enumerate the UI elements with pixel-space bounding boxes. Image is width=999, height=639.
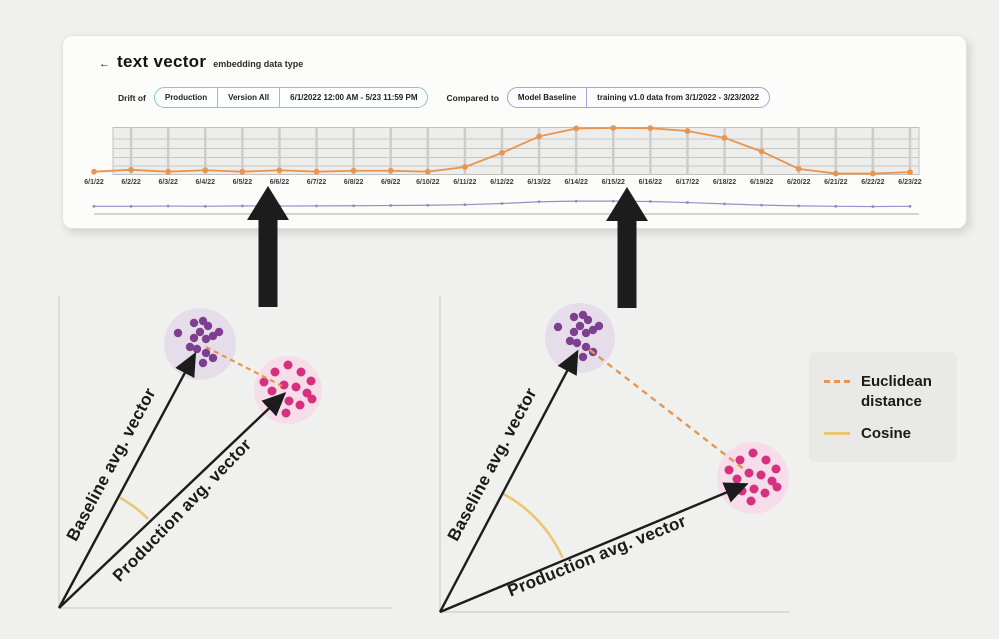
svg-text:6/19/22: 6/19/22 [750, 179, 773, 186]
filter-model-baseline[interactable]: Model Baseline [517, 93, 577, 102]
back-icon[interactable]: ← [99, 58, 110, 70]
svg-text:6/20/22: 6/20/22 [787, 179, 810, 186]
svg-text:6/12/22: 6/12/22 [490, 179, 513, 186]
svg-text:6/17/22: 6/17/22 [676, 179, 699, 186]
filter-production[interactable]: Production [164, 93, 208, 102]
filter-bar: Drift of Production Version All 6/1/2022… [118, 87, 771, 108]
axes-left [58, 296, 392, 609]
diagram-left: Baseline avg. vector Production avg. vec… [57, 296, 392, 609]
page-subtitle: embedding data type [213, 59, 304, 69]
baseline-vector-right [438, 349, 579, 613]
drift-points [91, 125, 913, 177]
production-vector-right [439, 482, 749, 614]
filter-version[interactable]: Version All [217, 88, 279, 107]
euclidean-dashed-line-icon [824, 380, 850, 383]
svg-text:6/3/22: 6/3/22 [158, 179, 178, 186]
svg-text:6/13/22: 6/13/22 [527, 179, 550, 186]
legend-label-euclidean: Euclidean distance [861, 373, 932, 410]
cosine-arc-left [119, 496, 150, 520]
drift-panel: ← text vector embedding data type Drift … [62, 35, 967, 229]
svg-text:6/1/22: 6/1/22 [84, 179, 104, 186]
legend-label-cosine: Cosine [861, 425, 912, 442]
baseline-cluster-right [545, 303, 615, 373]
baseline-cluster-left [164, 308, 236, 380]
svg-text:6/18/22: 6/18/22 [713, 179, 736, 186]
diagram-right: Baseline avg. vector Production avg. vec… [438, 296, 790, 614]
legend: Euclidean distance Cosine [809, 352, 957, 462]
cosine-arc-right [502, 492, 564, 559]
svg-text:6/9/22: 6/9/22 [381, 179, 401, 186]
production-cluster-right [717, 442, 789, 514]
legend-item-euclidean: Euclidean distance [824, 372, 945, 411]
svg-text:6/23/22: 6/23/22 [898, 179, 921, 186]
axes-right [439, 296, 790, 613]
drift-filter-group: Production Version All 6/1/2022 12:00 AM… [153, 87, 429, 108]
legend-item-cosine: Cosine [824, 424, 945, 444]
production-vector-left [58, 392, 287, 609]
svg-text:6/6/22: 6/6/22 [270, 179, 290, 186]
svg-text:6/16/22: 6/16/22 [639, 179, 662, 186]
svg-text:6/11/22: 6/11/22 [453, 179, 476, 186]
plot-area [112, 127, 920, 175]
svg-text:6/21/22: 6/21/22 [824, 179, 847, 186]
svg-text:6/14/22: 6/14/22 [564, 179, 587, 186]
filter-date-range[interactable]: 6/1/2022 12:00 AM - 5/23 11:59 PM [279, 88, 427, 107]
baseline-vector-label-left: Baseline avg. vector [63, 385, 160, 544]
production-cluster-left [254, 356, 322, 424]
baseline-vector-label-right: Baseline avg. vector [444, 385, 541, 544]
production-vector-label-right: Production avg. vector [505, 511, 689, 600]
svg-text:6/2/22: 6/2/22 [121, 179, 141, 186]
baseline-filter-group: Model Baseline training v1.0 data from 3… [506, 87, 771, 108]
svg-text:6/15/22: 6/15/22 [602, 179, 625, 186]
svg-text:6/8/22: 6/8/22 [344, 179, 364, 186]
x-axis-labels: 6/1/22 6/2/22 6/3/22 6/4/22 6/5/22 6/6/22 6/7/… [84, 179, 921, 186]
svg-text:6/7/22: 6/7/22 [307, 179, 327, 186]
svg-text:6/10/22: 6/10/22 [416, 179, 439, 186]
panel-header: ← text vector embedding data type [99, 52, 303, 72]
production-vector-label-left: Production avg. vector [109, 435, 255, 586]
cosine-solid-line-icon [824, 432, 850, 435]
drift-of-label: Drift of [118, 92, 146, 103]
page-title: text vector [117, 52, 207, 71]
svg-text:6/4/22: 6/4/22 [196, 179, 216, 186]
filter-training-data[interactable]: training v1.0 data from 3/1/2022 - 3/23/… [586, 88, 769, 107]
euclidean-distance-line-left [205, 346, 283, 387]
compared-to-label: Compared to [446, 92, 499, 103]
svg-text:6/22/22: 6/22/22 [861, 179, 884, 186]
drift-timeseries-chart[interactable]: 6/1/22 6/2/22 6/3/22 6/4/22 6/5/22 6/6/22 6/7/… [63, 36, 966, 228]
euclidean-distance-line-right [589, 349, 746, 471]
baseline-vector-left [57, 351, 197, 609]
svg-text:6/5/22: 6/5/22 [233, 179, 253, 186]
